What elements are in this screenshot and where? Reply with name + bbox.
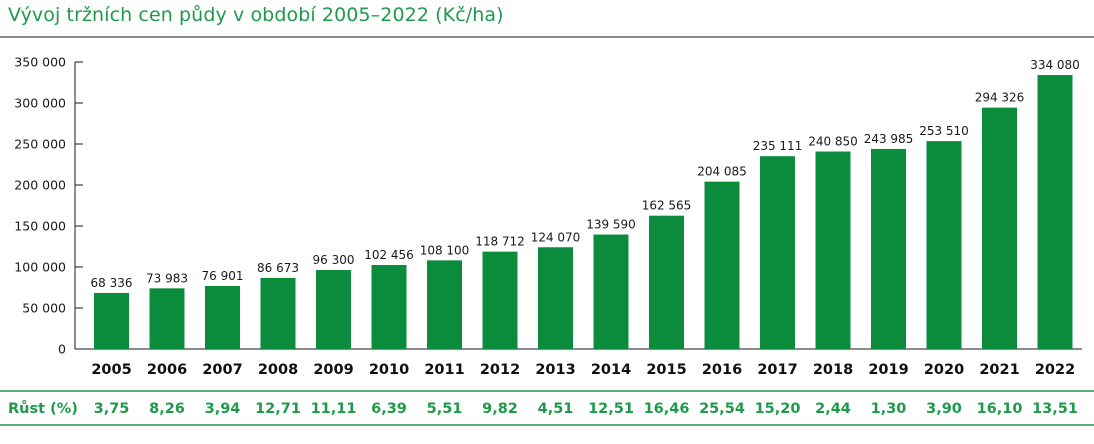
value-label: 73 983 — [146, 271, 188, 285]
growth-value: 25,54 — [699, 401, 745, 417]
value-label: 76 901 — [202, 269, 244, 283]
bar — [482, 251, 518, 349]
y-axis: 0 50 000 100 000 150 000 200 000 250 000 300 0… — [14, 55, 1082, 357]
value-label: 294 326 — [975, 91, 1025, 105]
bar — [538, 247, 573, 349]
y-tick-label: 50 000 — [22, 301, 66, 316]
x-tick-label: 2021 — [979, 362, 1019, 378]
y-tick-label: 250 000 — [14, 137, 66, 152]
x-tick-label: 2022 — [1035, 362, 1075, 378]
x-tick-label: 2019 — [868, 362, 908, 378]
y-tick-label: 0 — [58, 342, 66, 357]
value-label: 235 111 — [753, 139, 803, 153]
growth-value: 11,11 — [311, 401, 357, 417]
x-tick-label: 2012 — [480, 362, 520, 378]
growth-value: 15,20 — [755, 401, 801, 417]
value-label: 68 336 — [91, 276, 133, 290]
value-label: 102 456 — [364, 248, 414, 262]
x-tick-label: 2008 — [258, 362, 298, 378]
bars — [94, 75, 1073, 350]
x-tick-label: 2014 — [591, 362, 631, 378]
x-tick-label: 2015 — [646, 362, 686, 378]
y-tick-label: 150 000 — [14, 219, 66, 234]
bar — [926, 141, 962, 349]
bar — [205, 285, 240, 349]
x-tick-label: 2017 — [757, 362, 797, 378]
bar — [871, 148, 906, 349]
growth-value: 3,75 — [94, 401, 130, 417]
bar — [593, 234, 629, 349]
growth-value: 2,44 — [815, 401, 851, 417]
growth-value: 12,71 — [255, 401, 301, 417]
x-tick-label: 2010 — [369, 362, 409, 378]
value-label: 118 712 — [475, 235, 525, 249]
growth-value: 16,46 — [644, 401, 690, 417]
bar — [704, 181, 740, 349]
value-label: 108 100 — [420, 243, 470, 257]
bar — [427, 260, 462, 349]
bar — [760, 156, 795, 349]
value-label: 124 070 — [531, 230, 581, 244]
value-labels: 68 336 73 983 76 901 86 673 96 300 102 456 108… — [91, 58, 1080, 290]
chart-title: Vývoj tržních cen půdy v období 2005–202… — [8, 4, 504, 26]
bar — [260, 277, 296, 349]
x-tick-label: 2006 — [147, 362, 187, 378]
growth-value: 4,51 — [538, 401, 574, 417]
bar — [316, 270, 351, 349]
bar — [982, 107, 1017, 349]
x-tick-label: 2011 — [424, 362, 464, 378]
growth-value: 16,10 — [977, 401, 1023, 417]
value-label: 204 085 — [697, 165, 747, 179]
bar — [149, 288, 185, 349]
growth-value: 1,30 — [871, 401, 907, 417]
value-label: 96 300 — [313, 253, 355, 267]
value-label: 253 510 — [919, 124, 969, 138]
growth-value: 5,51 — [427, 401, 463, 417]
x-tick-label: 2005 — [91, 362, 131, 378]
growth-value: 3,94 — [205, 401, 241, 417]
value-label: 162 565 — [642, 199, 692, 213]
value-label: 243 985 — [864, 132, 914, 146]
x-tick-label: 2020 — [924, 362, 964, 378]
value-label: 334 080 — [1030, 58, 1080, 72]
growth-value: 9,82 — [482, 401, 518, 417]
y-tick-label: 200 000 — [14, 178, 66, 193]
x-tick-label: 2009 — [313, 362, 353, 378]
growth-value: 12,51 — [588, 401, 634, 417]
x-tick-label: 2007 — [202, 362, 242, 378]
y-tick-label: 300 000 — [14, 96, 66, 111]
growth-value: 6,39 — [371, 401, 407, 417]
y-tick-label: 100 000 — [14, 260, 66, 275]
growth-value: 3,90 — [926, 401, 962, 417]
bar — [94, 292, 129, 349]
bar — [815, 151, 851, 349]
x-tick-label: 2016 — [702, 362, 742, 378]
value-label: 86 673 — [257, 261, 299, 275]
growth-row-label: Růst (%) — [8, 400, 78, 417]
growth-value: 8,26 — [149, 401, 185, 417]
value-label: 139 590 — [586, 218, 636, 232]
growth-value: 13,51 — [1032, 401, 1078, 417]
bar — [1037, 75, 1073, 350]
value-label: 240 850 — [808, 135, 858, 149]
x-tick-label: 2013 — [535, 362, 575, 378]
y-tick-label: 350 000 — [14, 55, 66, 70]
bar — [371, 264, 407, 349]
growth-row: 3,75 8,26 3,94 12,71 11,11 6,39 5,51 9,82 4,51 12… — [0, 390, 1094, 426]
bar — [649, 215, 684, 349]
x-tick-label: 2018 — [813, 362, 853, 378]
x-tick-labels: 2005 2006 2007 2008 2009 2010 2011 2012 2013 2014… — [91, 362, 1075, 378]
